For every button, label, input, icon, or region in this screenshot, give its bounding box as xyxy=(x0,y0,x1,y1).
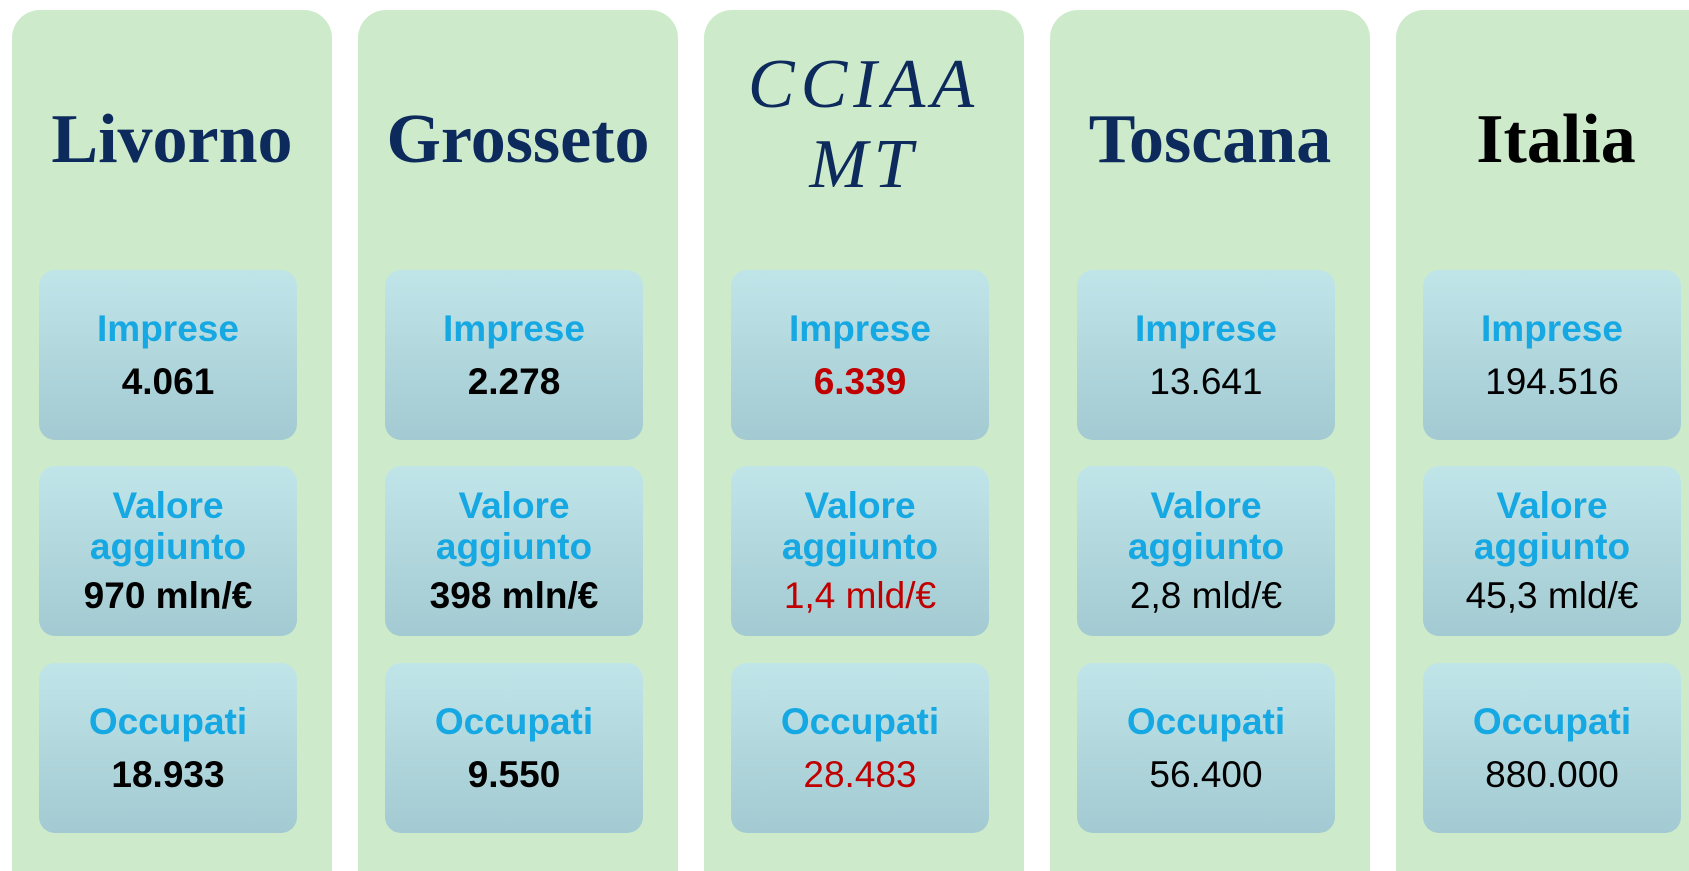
region-title: Italia xyxy=(1476,101,1636,178)
metric-value: 13.641 xyxy=(1149,360,1263,402)
metric-box: Valore aggiunto 1,4 mld/€ xyxy=(731,466,989,636)
metric-value: 2,8 mld/€ xyxy=(1129,575,1283,616)
metric-box: Imprese 2.278 xyxy=(385,270,643,440)
metric-box: Occupati 9.550 xyxy=(385,663,643,833)
metric-value: 970 mln/€ xyxy=(83,575,253,616)
region-title: Grosseto xyxy=(386,101,650,178)
metric-box: Occupati 28.483 xyxy=(731,663,989,833)
region-title: Toscana xyxy=(1088,101,1332,178)
metric-box: Imprese 13.641 xyxy=(1077,270,1335,440)
metric-label: Occupati xyxy=(1126,700,1286,742)
metric-value: 194.516 xyxy=(1485,360,1619,402)
metric-label: Occupati xyxy=(1472,700,1632,742)
metric-value: 4.061 xyxy=(121,360,215,402)
metric-value: 28.483 xyxy=(803,753,917,795)
metric-value: 45,3 mld/€ xyxy=(1465,575,1639,616)
metric-value: 2.278 xyxy=(467,360,561,402)
metric-label: Imprese xyxy=(1481,307,1623,349)
metric-label: Valore aggiunto xyxy=(89,485,247,567)
metric-box: Valore aggiunto 2,8 mld/€ xyxy=(1077,466,1335,636)
metric-label: Imprese xyxy=(443,307,585,349)
metric-box: Imprese 194.516 xyxy=(1423,270,1681,440)
region-column: Livorno Imprese 4.061 Valore aggiunto 970 ml… xyxy=(12,10,332,871)
metric-label: Occupati xyxy=(88,700,248,742)
metric-label: Valore aggiunto xyxy=(1473,485,1631,567)
metric-label: Valore aggiunto xyxy=(1127,485,1285,567)
metric-value: 880.000 xyxy=(1485,753,1619,795)
metric-label: Valore aggiunto xyxy=(781,485,939,567)
metric-value: 1,4 mld/€ xyxy=(783,575,937,616)
metric-box: Valore aggiunto 970 mln/€ xyxy=(39,466,297,636)
metric-label: Imprese xyxy=(789,307,931,349)
metric-box: Valore aggiunto 398 mln/€ xyxy=(385,466,643,636)
region-column: CCIAA MT Imprese 6.339 Valore aggiunto 1,4 m… xyxy=(704,10,1024,871)
metric-box: Valore aggiunto 45,3 mld/€ xyxy=(1423,466,1681,636)
metric-label: Imprese xyxy=(1135,307,1277,349)
metric-box: Imprese 4.061 xyxy=(39,270,297,440)
metric-value: 9.550 xyxy=(467,753,561,795)
metric-label: Valore aggiunto xyxy=(435,485,593,567)
metric-label: Occupati xyxy=(434,700,594,742)
metric-label: Imprese xyxy=(97,307,239,349)
region-column: Grosseto Imprese 2.278 Valore aggiunto 398 m… xyxy=(358,10,678,871)
metric-box: Occupati 56.400 xyxy=(1077,663,1335,833)
metric-box: Occupati 880.000 xyxy=(1423,663,1681,833)
region-column: Italia Imprese 194.516 Valore aggiunto 45,3 … xyxy=(1396,10,1689,871)
metric-box: Occupati 18.933 xyxy=(39,663,297,833)
region-title: CCIAA MT xyxy=(747,46,981,203)
metric-value: 18.933 xyxy=(111,753,225,795)
metric-label: Occupati xyxy=(780,700,940,742)
metric-value: 56.400 xyxy=(1149,753,1263,795)
metric-value: 398 mln/€ xyxy=(429,575,599,616)
metric-value: 6.339 xyxy=(813,360,907,402)
region-title: Livorno xyxy=(51,101,293,178)
metric-box: Imprese 6.339 xyxy=(731,270,989,440)
region-column: Toscana Imprese 13.641 Valore aggiunto 2,8 m… xyxy=(1050,10,1370,871)
